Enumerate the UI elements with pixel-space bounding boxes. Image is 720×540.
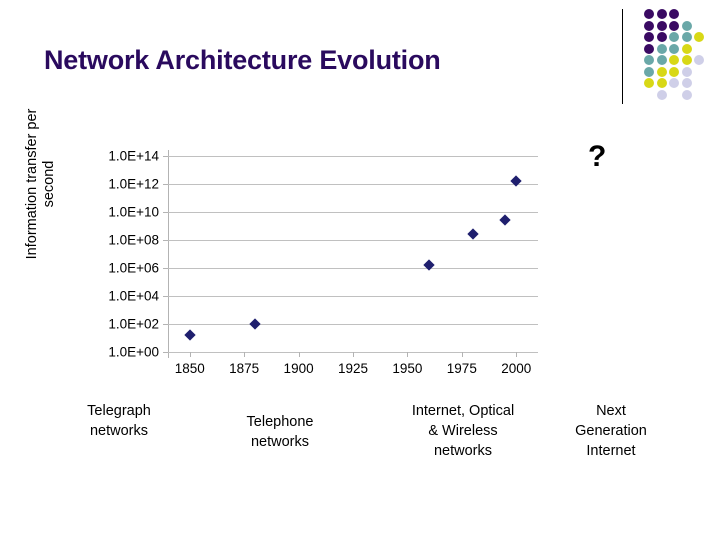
chart-x-tick-label: 1925 bbox=[337, 361, 369, 376]
chart-y-axis-title: Information transfer per second bbox=[24, 108, 57, 260]
chart-y-tick-label: 1.0E+10 bbox=[108, 204, 159, 220]
chart-y-tick bbox=[163, 240, 168, 241]
logo-dot bbox=[669, 20, 679, 31]
chart-y-tick-label: 1.0E+14 bbox=[108, 148, 159, 164]
chart-y-tick-label: 1.0E+02 bbox=[108, 316, 159, 332]
caption-next-gen: Next Generation Internet bbox=[556, 401, 666, 461]
logo-dot bbox=[694, 32, 704, 42]
chart-y-tick bbox=[163, 268, 168, 269]
chart-y-tick-label: 1.0E+12 bbox=[108, 176, 159, 192]
chart-x-tick-label: 1975 bbox=[446, 361, 477, 376]
chart-x-tick bbox=[298, 352, 300, 357]
chart-data-point bbox=[184, 329, 196, 341]
logo-dot bbox=[656, 78, 667, 88]
logo-dot bbox=[644, 55, 654, 65]
logo-dot bbox=[681, 43, 692, 54]
logo-dot bbox=[669, 9, 679, 19]
chart-y-axis-line bbox=[168, 150, 169, 358]
logo-dot bbox=[656, 43, 667, 54]
logo-dot bbox=[656, 55, 667, 65]
logo-dot bbox=[644, 78, 654, 88]
chart-x-tick bbox=[189, 352, 191, 357]
logo-dot bbox=[681, 32, 692, 42]
chart-y-tick bbox=[163, 156, 168, 157]
caption-line: networks bbox=[250, 434, 310, 450]
question-mark-annotation: ? bbox=[588, 140, 607, 173]
logo-dot bbox=[694, 55, 704, 65]
chart-x-tick bbox=[353, 352, 354, 357]
chart-data-point bbox=[467, 228, 479, 241]
chart-data-point bbox=[499, 214, 512, 227]
chart-y-tick bbox=[163, 296, 168, 297]
caption-line: Next bbox=[596, 403, 626, 419]
logo-dot bbox=[644, 20, 654, 31]
caption-line: Internet bbox=[586, 443, 636, 459]
chart-gridline bbox=[168, 324, 538, 325]
chart-data-point bbox=[423, 259, 435, 271]
logo-dot bbox=[681, 78, 692, 88]
caption-line: Telephone bbox=[246, 414, 314, 430]
logo-dot bbox=[644, 43, 654, 54]
chart-y-tick bbox=[163, 184, 168, 185]
logo-dot bbox=[669, 32, 679, 42]
caption-line: Generation bbox=[575, 423, 647, 439]
chart-x-tick bbox=[407, 352, 409, 357]
caption-line: Internet, Optical bbox=[411, 403, 515, 419]
logo-dot bbox=[644, 66, 654, 77]
logo-dot bbox=[669, 43, 679, 54]
caption-line: & Wireless bbox=[428, 423, 498, 439]
chart-gridline bbox=[168, 240, 538, 241]
chart-y-tick-label: 1.0E+00 bbox=[108, 344, 159, 360]
chart-x-tick-label: 1950 bbox=[392, 361, 423, 376]
caption-line: networks bbox=[89, 423, 149, 439]
chart-data-point bbox=[510, 175, 522, 187]
chart-y-tick bbox=[163, 212, 168, 213]
logo-dot bbox=[681, 55, 692, 65]
caption-line: Telegraph bbox=[87, 403, 151, 419]
logo-dot bbox=[681, 89, 692, 100]
chart-x-tick bbox=[516, 352, 518, 357]
chart-gridline bbox=[168, 268, 538, 269]
chart-plot-area: 1.0E+00 1.0E+02 1.0E+04 1.0E+06 1.0E+08 1.0E+… bbox=[108, 149, 538, 376]
logo-dot bbox=[644, 32, 654, 42]
chart-y-tick-label: 1.0E+06 bbox=[108, 260, 159, 276]
logo-dot bbox=[656, 9, 667, 19]
chart-x-tick-label: 1875 bbox=[229, 361, 260, 376]
evolution-scatter-chart: 1.0E+00 1.0E+02 1.0E+04 1.0E+06 1.0E+08 1.0E+… bbox=[96, 140, 556, 385]
chart-y-tick-label: 1.0E+08 bbox=[108, 232, 159, 248]
chart-gridline bbox=[168, 296, 538, 297]
chart-gridline bbox=[168, 212, 538, 213]
logo-dot bbox=[656, 20, 667, 31]
logo-dot bbox=[669, 66, 679, 77]
caption-internet: Internet, Optical & Wireless networks bbox=[383, 401, 543, 461]
logo-dot bbox=[656, 89, 667, 100]
chart-x-tick bbox=[461, 352, 463, 357]
logo-dot bbox=[644, 9, 654, 19]
logo-dot bbox=[681, 66, 692, 77]
caption-line: networks bbox=[433, 443, 493, 459]
chart-gridline bbox=[168, 156, 538, 157]
logo-dot bbox=[669, 78, 679, 88]
chart-x-tick bbox=[244, 352, 246, 357]
chart-y-tick-label: 1.0E+04 bbox=[108, 288, 159, 304]
chart-x-tick-label: 2000 bbox=[501, 361, 532, 376]
chart-y-tick bbox=[163, 324, 168, 325]
logo-dot bbox=[669, 55, 679, 65]
chart-y-tick bbox=[163, 352, 168, 353]
logo-dot bbox=[681, 20, 692, 31]
page-title: Network Architecture Evolution bbox=[44, 45, 441, 75]
chart-x-tick-label: 1850 bbox=[174, 361, 205, 376]
caption-telegraph: Telegraph networks bbox=[57, 401, 181, 441]
logo-divider bbox=[622, 9, 623, 104]
caption-telephone: Telephone networks bbox=[218, 412, 342, 452]
chart-x-tick-label: 1900 bbox=[283, 361, 314, 376]
dot-grid-logo bbox=[644, 9, 706, 100]
chart-gridline bbox=[168, 184, 538, 185]
logo-dot bbox=[656, 66, 667, 77]
logo-dot bbox=[656, 32, 667, 42]
chart-data-point bbox=[249, 318, 261, 330]
